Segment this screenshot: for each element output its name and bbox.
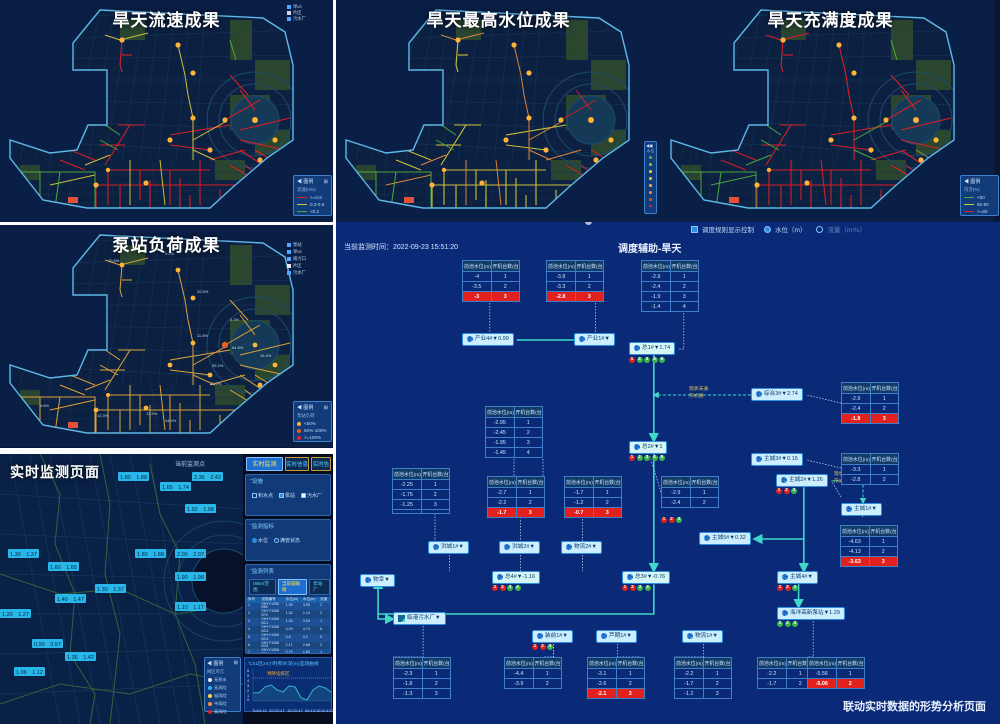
svg-text:64.8%: 64.8% <box>232 345 244 350</box>
svg-text:4.6%: 4.6% <box>40 403 50 408</box>
svg-text:13.5%: 13.5% <box>146 411 158 416</box>
svg-text:0: 0 <box>247 697 250 702</box>
svg-text:16.4%: 16.4% <box>260 353 272 358</box>
svg-text:现状未通: 现状未通 <box>689 385 708 392</box>
svg-text:12.3%: 12.3% <box>97 413 109 418</box>
svg-text:22.0%: 22.0% <box>210 381 222 386</box>
svg-text:10.5%: 10.5% <box>108 258 120 263</box>
svg-text:11.8%: 11.8% <box>197 333 208 338</box>
svg-text:0.3%: 0.3% <box>230 317 240 322</box>
svg-text:预降指挥区: 预降指挥区 <box>267 670 290 677</box>
svg-text:20.5%: 20.5% <box>197 289 209 294</box>
svg-text:35.2%: 35.2% <box>212 363 224 368</box>
svg-text:44.0%: 44.0% <box>165 418 177 423</box>
svg-text:形式通: 形式通 <box>689 392 704 399</box>
